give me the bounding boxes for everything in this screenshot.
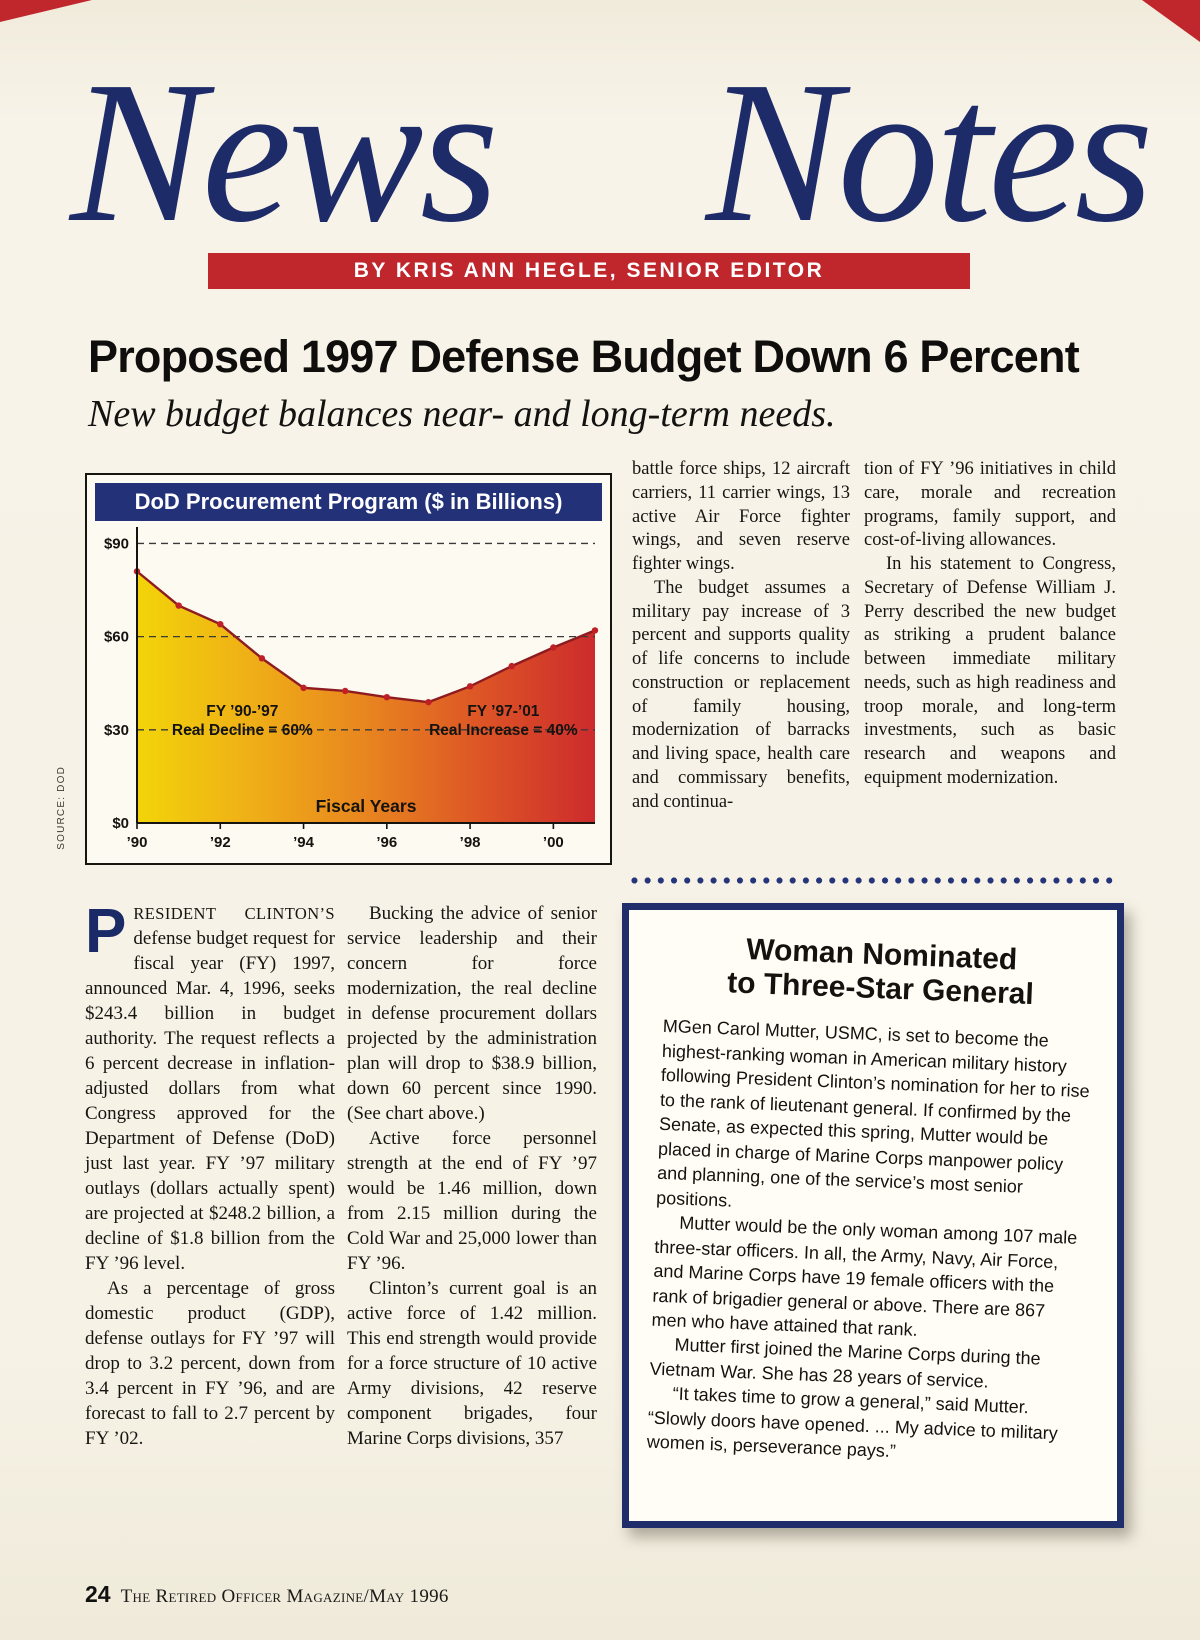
- data-point: [341, 687, 349, 695]
- masthead: News Notes: [70, 39, 1154, 264]
- column-continuation-left: battle force ships, 12 aircraft carriers…: [632, 458, 850, 814]
- lead-text: defense budget request for fiscal year (…: [85, 927, 335, 1274]
- chart-annotation: Real Increase = 40%: [429, 722, 578, 739]
- data-point: [258, 655, 266, 662]
- data-point: [466, 683, 474, 690]
- byline-text: BY KRIS ANN HEGLE, SENIOR EDITOR: [353, 259, 825, 282]
- data-point: [383, 693, 391, 701]
- paragraph: MGen Carol Mutter, USMC, is set to becom…: [655, 1016, 1090, 1211]
- paragraph: Clinton’s current goal is an active forc…: [347, 1277, 597, 1449]
- chart-line: [136, 570, 596, 704]
- x-tick-label: ’00: [543, 834, 564, 851]
- paragraph: Bucking the advice of senior service lea…: [347, 903, 597, 1124]
- paragraph: The budget assumes a military pay increa…: [632, 577, 850, 812]
- column-continuation-right: tion of FY ’96 initiatives in child care…: [864, 458, 1116, 791]
- magazine-title: The Retired Officer Magazine/May 1996: [120, 1586, 449, 1607]
- dotted-separator: [630, 876, 1119, 885]
- body-column-2: Bucking the advice of senior service lea…: [347, 902, 597, 1452]
- x-tick-label: ’96: [376, 834, 397, 851]
- paragraph: battle force ships, 12 aircraft carriers…: [632, 459, 850, 575]
- data-point: [550, 644, 557, 651]
- sidebar-content: Woman Nominated to Three-Star General MG…: [616, 901, 1125, 1472]
- procurement-chart: DoD Procurement Program ($ in Billions) …: [85, 473, 612, 865]
- chart-title: DoD Procurement Program ($ in Billions): [95, 483, 602, 521]
- page-corner-mark-right: [1142, 0, 1200, 42]
- chart-source-label: SOURCE: DOD: [56, 766, 67, 850]
- procurement-chart-svg: $0 $30 $60 $90 ’90 ’92 ’94 ’96 ’98 ’00 Fiscal Year…: [104, 527, 599, 851]
- body-column-1: P RESIDENT CLINTON’S defense budget reque…: [85, 897, 335, 1452]
- data-point: [425, 698, 432, 706]
- x-tick-label: ’90: [127, 834, 148, 851]
- masthead-word-news: News: [70, 39, 499, 264]
- y-tick-label: $90: [104, 535, 129, 552]
- sidebar-title: Woman Nominated to Three-Star General: [664, 930, 1098, 1015]
- article-subhead: New budget balances near- and long-term …: [88, 393, 836, 435]
- y-tick-label: $30: [104, 722, 129, 739]
- drop-cap: P: [85, 897, 127, 966]
- chart-annotation: FY ’97-’01: [467, 703, 539, 720]
- chart-area: [137, 571, 595, 823]
- data-point: [217, 620, 224, 628]
- paragraph: Mutter would be the only woman among 107…: [651, 1212, 1078, 1340]
- byline-bar: BY KRIS ANN HEGLE, SENIOR EDITOR: [208, 253, 970, 289]
- x-axis-label: Fiscal Years: [316, 796, 417, 816]
- x-tick-label: ’98: [460, 834, 481, 851]
- chart-annotation: Real Decline = 60%: [172, 722, 313, 739]
- page-number: 24: [85, 1581, 111, 1607]
- y-tick-label: $60: [104, 629, 129, 646]
- paragraph: In his statement to Congress, Secretary …: [864, 554, 1116, 788]
- article-headline: Proposed 1997 Defense Budget Down 6 Perc…: [88, 331, 1080, 382]
- page-corner-mark-left: [0, 0, 92, 22]
- x-tick-label: ’92: [210, 834, 231, 851]
- masthead-word-notes: Notes: [705, 39, 1154, 264]
- paragraph: “It takes time to grow a general,” said …: [646, 1383, 1059, 1462]
- chart-annotation: FY ’90-’97: [206, 703, 278, 720]
- paragraph: As a percentage of gross domestic produc…: [85, 1277, 335, 1449]
- data-point: [300, 684, 307, 692]
- data-point: [175, 602, 182, 609]
- y-tick-label: $0: [112, 815, 129, 832]
- lead-smallcaps: RESIDENT CLINTON’S: [133, 904, 335, 923]
- sidebar-box: Woman Nominated to Three-Star General MG…: [622, 903, 1124, 1528]
- data-point: [508, 662, 515, 670]
- paragraph: tion of FY ’96 initiatives in child care…: [864, 459, 1116, 551]
- x-tick-label: ’94: [293, 834, 315, 851]
- data-point: [591, 627, 599, 634]
- paragraph: Active force personnel strength at the e…: [347, 1127, 597, 1274]
- page-footer: 24 The Retired Officer Magazine/May 1996: [85, 1581, 449, 1608]
- lead-paragraph: P RESIDENT CLINTON’S defense budget reque…: [85, 897, 335, 1277]
